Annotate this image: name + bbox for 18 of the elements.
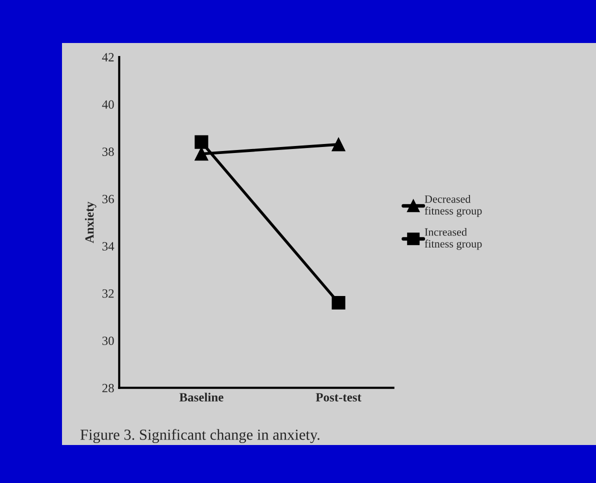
legend-label: Increased fitness group xyxy=(424,228,482,250)
point xyxy=(194,147,208,161)
y-tick-label: 30 xyxy=(102,336,114,346)
legend-label: Decreased fitness group xyxy=(424,195,482,217)
caption: Figure 3. Significant change in anxiety. xyxy=(80,428,320,444)
y-tick-label: 32 xyxy=(102,289,114,298)
y-axis-title: Anxiety xyxy=(84,202,96,244)
x-tick-label: Post-test xyxy=(316,393,362,402)
point xyxy=(194,135,208,149)
point xyxy=(332,296,346,310)
y-tick-label: 34 xyxy=(102,242,114,251)
point xyxy=(332,138,346,152)
y-tick-label: 40 xyxy=(102,100,114,109)
y-tick-label: 36 xyxy=(102,194,114,204)
y-tick-label: 28 xyxy=(102,384,114,392)
y-tick-label: 42 xyxy=(102,53,114,62)
y-tick-label: 38 xyxy=(102,148,114,156)
x-tick-label: Baseline xyxy=(179,392,224,402)
